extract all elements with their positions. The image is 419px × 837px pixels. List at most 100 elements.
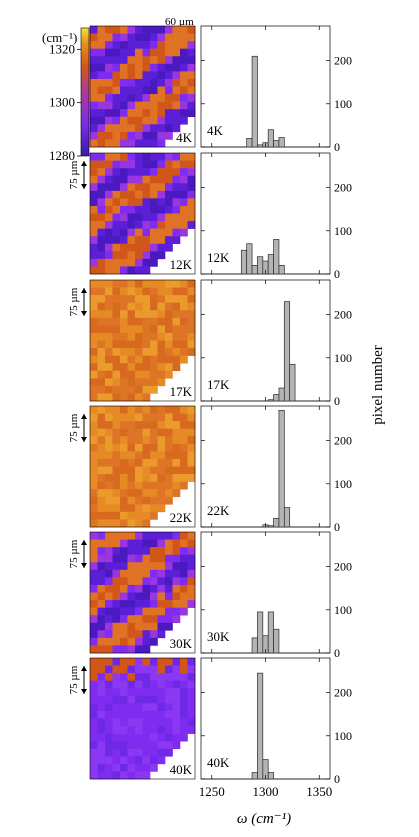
map-pixel <box>90 385 98 394</box>
map-pixel <box>157 370 166 379</box>
map-pixel <box>172 451 181 460</box>
histogram-bar <box>240 249 248 275</box>
map-pixel <box>142 183 151 192</box>
map-pixel <box>172 78 181 87</box>
map-pixel <box>150 71 158 80</box>
map-pixel <box>127 101 136 110</box>
map-pixel <box>135 251 143 260</box>
map-pixel <box>112 519 121 528</box>
map-pixel <box>105 266 113 275</box>
map-pixel <box>112 577 121 586</box>
map-pixel <box>150 56 158 65</box>
map-pixel <box>135 109 143 118</box>
map-pixel <box>180 190 188 199</box>
map-pixel <box>187 428 196 437</box>
map-pixel <box>165 94 173 102</box>
map-pixel <box>180 695 188 704</box>
map-pixel <box>180 41 188 49</box>
map-pixel <box>112 763 121 772</box>
histogram-temperature-label: 12K <box>207 250 230 265</box>
map-pixel <box>135 94 143 102</box>
map-pixel <box>127 726 136 734</box>
map-pixel <box>150 733 158 742</box>
map-pixel <box>150 718 158 727</box>
map-pixel <box>172 665 181 674</box>
map-pixel <box>157 532 166 540</box>
map-pixel <box>165 539 173 548</box>
map-pixel <box>105 190 113 199</box>
map-pixel <box>97 266 106 275</box>
map-pixel <box>135 771 143 780</box>
map-pixel <box>112 428 121 437</box>
map-pixel <box>97 688 106 697</box>
histogram-panel: 0 100 200 17K <box>200 279 352 408</box>
map-pixel <box>120 562 128 571</box>
colorbar-tick-label: 1300 <box>49 95 75 110</box>
map-pixel <box>127 393 136 402</box>
map-pixel <box>112 733 121 742</box>
map-pixel <box>90 658 98 666</box>
map-pixel <box>90 131 98 140</box>
map-pixel <box>127 378 136 387</box>
map-pixel <box>150 673 158 681</box>
map-pixel <box>135 153 143 161</box>
map-pixel <box>127 406 136 414</box>
map-pixel <box>105 748 113 757</box>
map-pixel <box>172 340 181 349</box>
map-pixel <box>142 78 151 87</box>
map-pixel <box>180 310 188 319</box>
map-pixel <box>105 78 113 87</box>
map-pixel <box>90 94 98 102</box>
map-pixel <box>135 348 143 356</box>
map-pixel <box>180 116 188 125</box>
map-pixel <box>157 198 166 207</box>
map-pixel <box>127 413 136 422</box>
map-pixel <box>90 733 98 742</box>
map-pixel <box>135 569 143 578</box>
map-pixel <box>112 436 121 445</box>
histogram-bar <box>283 507 291 528</box>
map-pixel <box>112 771 121 780</box>
map-pixel <box>120 56 128 65</box>
map-pixel <box>90 569 98 578</box>
map-pixel <box>150 562 158 571</box>
map-pixel <box>90 511 98 520</box>
map-pixel <box>172 726 181 734</box>
side-scale-label: 75 µm <box>68 287 80 316</box>
histogram-bar <box>257 611 264 654</box>
map-pixel <box>112 41 121 49</box>
map-pixel <box>97 168 106 176</box>
map-pixel <box>142 584 151 593</box>
map-pixel <box>142 101 151 110</box>
map-pixel <box>135 131 143 140</box>
map-pixel <box>150 703 158 712</box>
map-pixel <box>187 665 196 674</box>
map-pixel <box>90 213 98 222</box>
map-pixel <box>135 213 143 222</box>
map-pixel <box>120 413 128 422</box>
map-pixel <box>127 733 136 742</box>
map-pixel <box>97 310 106 319</box>
map-pixel <box>127 310 136 319</box>
map-pixel <box>187 198 196 207</box>
map-pixel <box>165 451 173 460</box>
map-pixel <box>97 630 106 639</box>
map-panel: 40K 75 µm <box>68 657 196 780</box>
map-pixel <box>142 547 151 555</box>
map-pixel <box>165 665 173 674</box>
map-pixel <box>127 213 136 222</box>
map-pixel <box>97 332 106 341</box>
map-pixel <box>112 547 121 555</box>
map-pixel <box>120 287 128 296</box>
map-pixel <box>180 221 188 229</box>
map-pixel <box>105 458 113 467</box>
map-pixel <box>142 124 151 133</box>
map-pixel <box>142 665 151 674</box>
map-pixel <box>105 680 113 689</box>
map-pixel <box>127 539 136 548</box>
map-pixel <box>105 280 113 288</box>
map-pixel <box>150 243 158 252</box>
map-pixel <box>150 726 158 734</box>
map-pixel <box>97 703 106 712</box>
map-pixel <box>165 413 173 422</box>
